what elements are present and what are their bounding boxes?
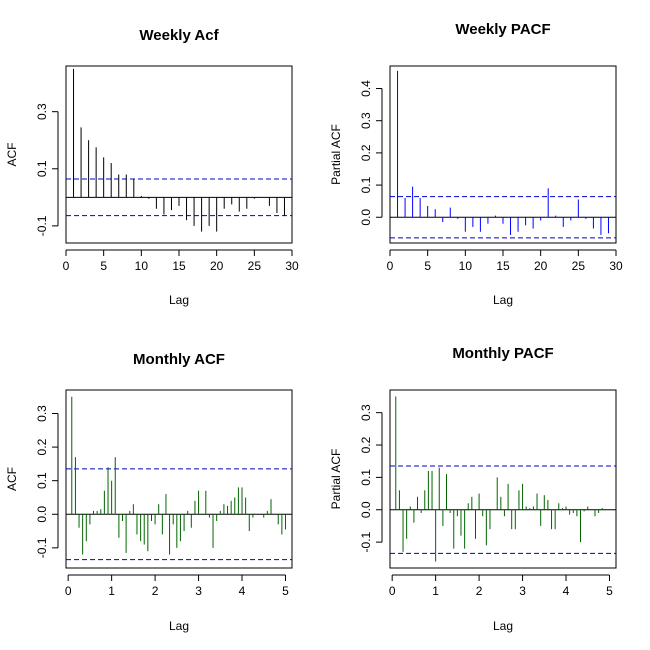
x-tick-label: 15 [496,259,510,273]
x-tick-label: 10 [459,259,473,273]
x-tick-label: 1 [108,584,115,598]
x-tick-label: 25 [572,259,586,273]
x-tick-label: 5 [424,259,431,273]
x-tick-label: 2 [152,584,159,598]
y-tick-label: 0.2 [359,144,373,161]
x-axis-label: Lag [169,293,189,307]
y-tick-label: 0.1 [35,160,49,177]
y-tick-label: 0.1 [359,176,373,193]
x-tick-label: 10 [135,259,149,273]
plot-frame [389,65,617,244]
x-tick-label: 30 [609,259,623,273]
y-tick-label: 0.3 [359,404,373,421]
y-tick-label: 0.0 [359,209,373,226]
y-axis-label: Partial ACF [329,449,343,510]
y-axis-label: ACF [5,467,19,491]
y-tick-label: 0.0 [359,501,373,518]
x-tick-label: 5 [606,584,613,598]
plot-frame [65,389,293,569]
x-axis-label: Lag [169,619,189,633]
x-tick-label: 0 [63,259,70,273]
chart-title: Monthly ACF [133,351,225,368]
x-tick-label: 0 [387,259,394,273]
chart-title: Monthly PACF [452,345,553,362]
y-tick-label: 0.1 [35,472,49,489]
y-tick-label: 0.4 [359,80,373,97]
x-tick-label: 0 [389,584,396,598]
y-tick-label: -0.1 [35,215,49,236]
monthly-acf-panel: Monthly ACF 0 1 2 3 4 5 -0.1 0.0 0.1 0.2 0.3 Lag ACF [5,351,293,633]
x-tick-label: 5 [100,259,107,273]
x-tick-label: 3 [519,584,526,598]
y-tick-label: -0.1 [359,531,373,552]
y-axis-label: Partial ACF [329,124,343,185]
weekly-pacf-panel: Weekly PACF 0 5 10 15 20 25 30 0.0 0.1 0.2 0.3 0.4 La… [329,21,623,307]
y-tick-label: 0.0 [35,506,49,523]
x-axis-label: Lag [493,619,513,633]
y-tick-label: 0.1 [359,469,373,486]
plot-frame [65,65,293,244]
x-tick-label: 20 [534,259,548,273]
x-tick-label: 20 [210,259,224,273]
y-tick-label: 0.2 [359,436,373,453]
y-tick-label: -0.1 [35,537,49,558]
x-tick-label: 1 [432,584,439,598]
plot-frame [389,389,617,569]
y-tick-label: 0.3 [359,112,373,129]
x-axis-label: Lag [493,293,513,307]
y-tick-label: 0.3 [35,103,49,120]
x-tick-label: 2 [476,584,483,598]
x-tick-label: 4 [563,584,570,598]
x-tick-label: 25 [248,259,262,273]
x-tick-label: 0 [65,584,72,598]
x-tick-label: 4 [239,584,246,598]
chart-title: Weekly Acf [139,27,219,44]
x-tick-label: 5 [282,584,289,598]
y-tick-label: 0.2 [35,438,49,455]
x-tick-label: 30 [285,259,299,273]
x-tick-label: 3 [195,584,202,598]
y-tick-label: 0.3 [35,405,49,422]
x-tick-label: 15 [172,259,186,273]
monthly-pacf-panel: Monthly PACF 0 1 2 3 4 5 -0.1 0.0 0.1 0.2 0.3 Lag Par… [329,345,617,633]
chart-title: Weekly PACF [455,21,550,38]
y-axis-label: ACF [5,143,19,167]
weekly-acf-panel: Weekly Acf 0 5 10 15 20 25 30 -0.1 0.1 0.3 Lag ACF [5,27,299,307]
